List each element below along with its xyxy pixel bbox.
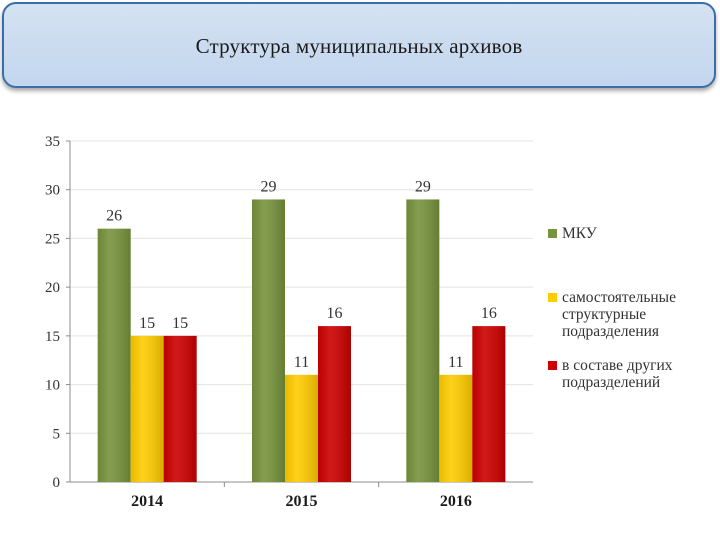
bars — [97, 199, 506, 482]
legend-swatch — [548, 229, 557, 238]
y-tick-label: 35 — [45, 134, 60, 150]
labels: 0 5 10 15 20 25 30 35 26 15 15 2014 29 11 16 2015 29 11 16… — [45, 134, 497, 510]
title-banner: Структура муниципальных архивов — [2, 2, 716, 88]
bar-shading — [252, 199, 285, 482]
bar-group-item — [97, 228, 131, 482]
bar-group-item — [252, 199, 285, 482]
legend-label: МКУ — [562, 225, 597, 242]
bar-group-item — [406, 199, 440, 482]
bar-group-item — [439, 374, 473, 482]
y-tick-label: 5 — [53, 426, 61, 442]
legend-label: самостоятельные структурные подразделения — [562, 289, 676, 340]
data-label: 16 — [327, 305, 343, 322]
x-tick-label: 2015 — [286, 493, 318, 510]
bar-group-item — [130, 335, 164, 482]
data-label: 16 — [481, 305, 497, 322]
data-label: 11 — [294, 354, 309, 371]
bar-shading — [472, 326, 506, 482]
legend-swatch — [548, 293, 557, 302]
bar-group-item — [472, 326, 506, 482]
data-label: 29 — [415, 178, 431, 195]
y-tick-label: 0 — [53, 475, 61, 491]
y-tick-label: 25 — [45, 231, 60, 247]
y-tick-label: 20 — [45, 280, 60, 296]
legend-label: в составе других подразделений — [562, 357, 673, 391]
bar-shading — [130, 335, 164, 482]
legend-swatch — [548, 361, 557, 370]
y-tick-label: 30 — [45, 183, 60, 199]
legend-item: в составе других подразделений — [548, 357, 673, 391]
bar-shading — [439, 374, 473, 482]
page-title: Структура муниципальных архивов — [195, 34, 523, 58]
data-label: 15 — [139, 315, 155, 332]
data-label: 15 — [172, 315, 188, 332]
bar-shading — [97, 228, 131, 482]
bar-group-item — [163, 335, 197, 482]
x-tick-label: 2014 — [131, 493, 163, 510]
data-label: 11 — [448, 354, 463, 371]
legend-item: МКУ — [548, 225, 597, 242]
bar-shading — [285, 374, 318, 482]
data-label: 26 — [106, 208, 122, 225]
bar-group-item — [318, 326, 351, 482]
y-tick-label: 10 — [45, 378, 60, 394]
bar-group-item — [285, 374, 318, 482]
legend-item: самостоятельные структурные подразделения — [548, 289, 676, 340]
bar-shading — [318, 326, 351, 482]
bar-shading — [406, 199, 440, 482]
y-tick-label: 15 — [45, 329, 60, 345]
legend: МКУ самостоятельные структурные подразделен… — [548, 225, 676, 391]
bar-shading — [163, 335, 197, 482]
x-tick-label: 2016 — [440, 493, 472, 510]
data-label: 29 — [261, 178, 277, 195]
